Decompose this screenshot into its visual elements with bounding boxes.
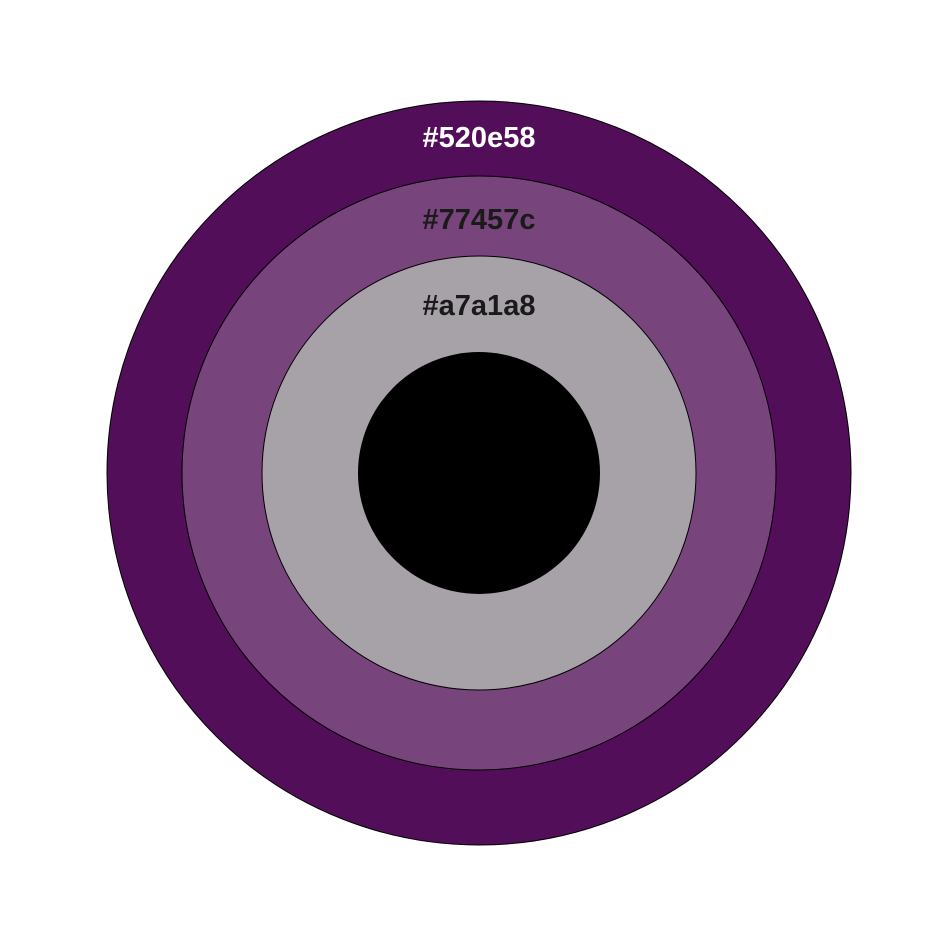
inner-ring-label: #a7a1a8 [423,290,536,322]
center-circle [358,352,600,594]
outer-ring-label: #520e58 [423,122,536,154]
middle-ring-label: #77457c [423,204,536,236]
